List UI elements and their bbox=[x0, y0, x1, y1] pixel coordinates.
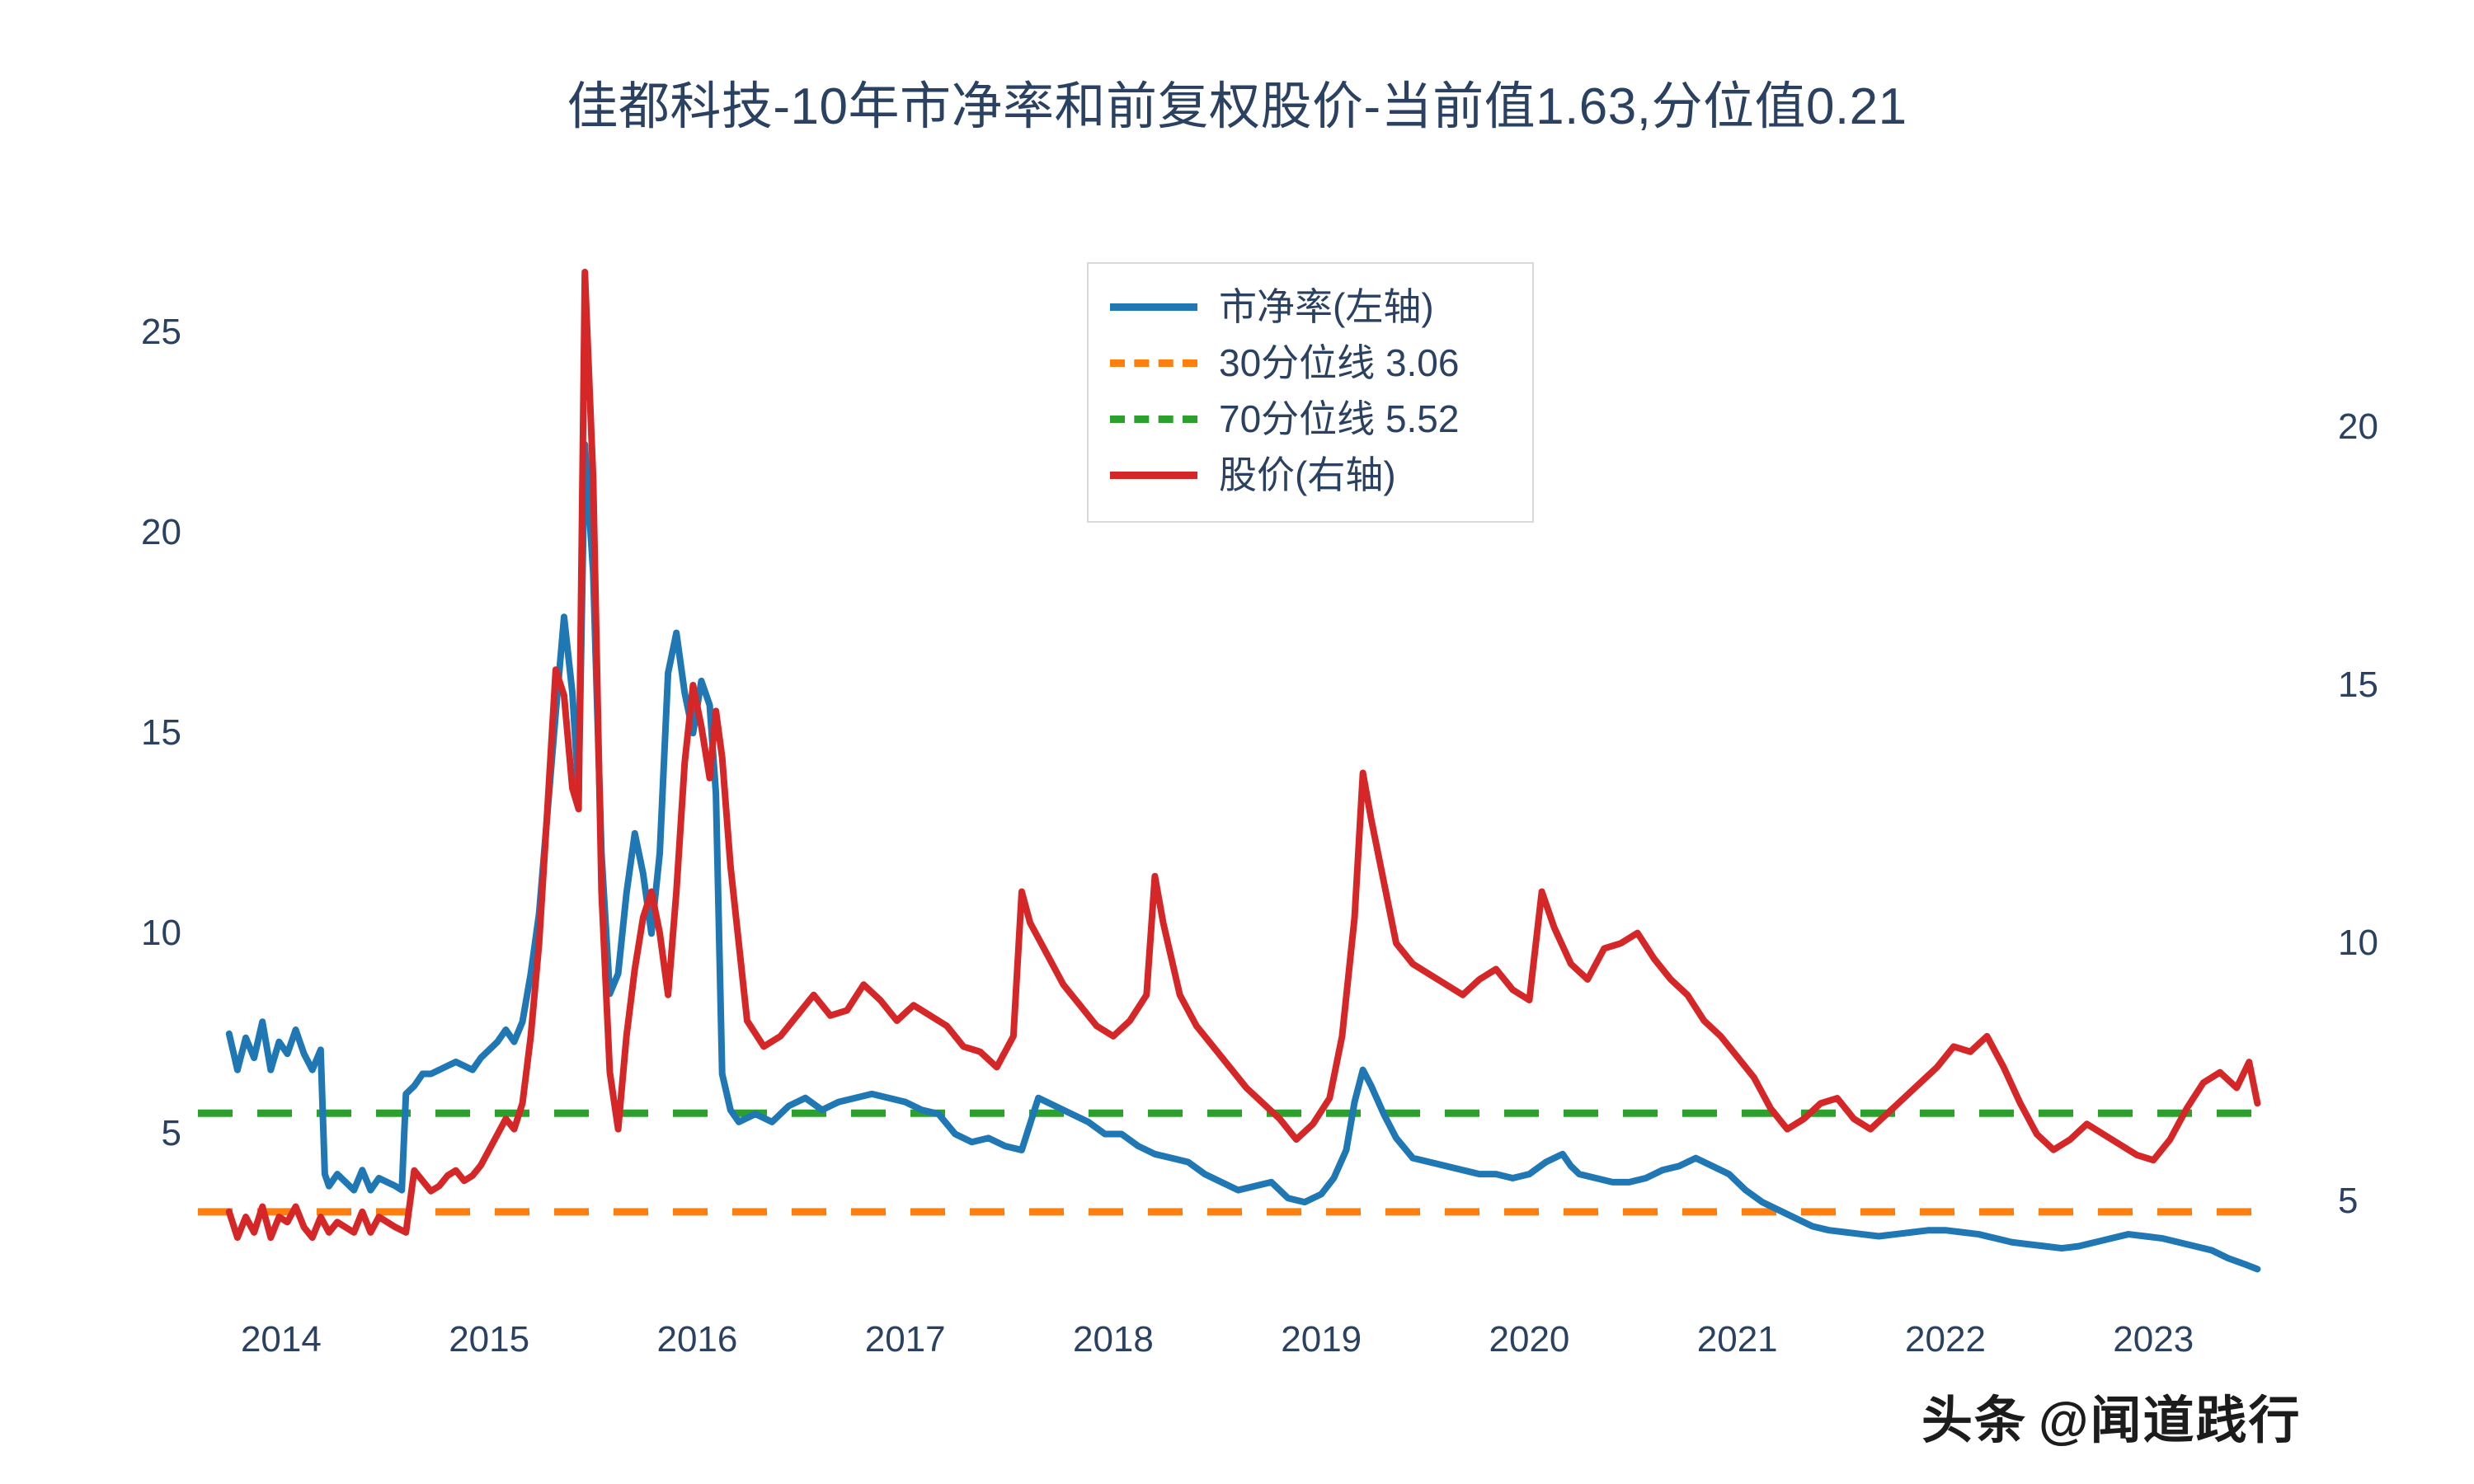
chart-legend: 市净率(左轴) 30分位线 3.06 70分位线 5.52 股价(右轴) bbox=[1087, 262, 1534, 523]
series-canvas bbox=[198, 269, 2268, 1273]
x-tick-2018: 2018 bbox=[1072, 1319, 1154, 1360]
x-tick-2017: 2017 bbox=[864, 1319, 946, 1360]
series-line-pb bbox=[225, 441, 2261, 1273]
y-tick-right-15: 15 bbox=[2338, 665, 2378, 705]
legend-item-2[interactable]: 70分位线 5.52 bbox=[1110, 391, 1511, 447]
legend-label: 70分位线 5.52 bbox=[1219, 397, 1460, 440]
x-tick-2014: 2014 bbox=[240, 1319, 322, 1360]
legend-item-3[interactable]: 股价(右轴) bbox=[1110, 447, 1511, 503]
x-tick-2015: 2015 bbox=[449, 1319, 530, 1360]
legend-label: 30分位线 3.06 bbox=[1219, 341, 1460, 384]
legend-swatch-icon bbox=[1110, 303, 1197, 311]
x-tick-2023: 2023 bbox=[2113, 1319, 2194, 1360]
x-tick-2019: 2019 bbox=[1281, 1319, 1362, 1360]
watermark-platform: 头条 bbox=[1921, 1392, 2028, 1449]
legend-swatch-icon bbox=[1110, 359, 1197, 367]
y-tick-right-5: 5 bbox=[2338, 1181, 2359, 1222]
legend-label: 市净率(左轴) bbox=[1219, 285, 1434, 328]
plot-area bbox=[198, 269, 2268, 1294]
y-tick-left-10: 10 bbox=[141, 913, 181, 954]
legend-item-1[interactable]: 30分位线 3.06 bbox=[1110, 335, 1511, 391]
y-tick-right-20: 20 bbox=[2338, 406, 2378, 447]
y-tick-left-20: 20 bbox=[141, 512, 181, 553]
x-tick-2020: 2020 bbox=[1489, 1319, 1570, 1360]
legend-label: 股价(右轴) bbox=[1219, 453, 1396, 496]
legend-swatch-icon bbox=[1110, 471, 1197, 479]
legend-swatch-icon bbox=[1110, 415, 1197, 423]
y-tick-left-25: 25 bbox=[141, 311, 181, 352]
x-tick-2016: 2016 bbox=[656, 1319, 738, 1360]
chart-title: 佳都科技-10年市净率和前复权股价-当前值1.63,分位值0.21 bbox=[567, 78, 1907, 135]
legend-item-0[interactable]: 市净率(左轴) bbox=[1110, 279, 1511, 335]
watermark-handle: @闻道践行 bbox=[2039, 1392, 2302, 1449]
y-tick-right-10: 10 bbox=[2338, 923, 2378, 964]
watermark: 头条 @闻道践行 bbox=[1921, 1378, 2301, 1453]
x-tick-2021: 2021 bbox=[1696, 1319, 1778, 1360]
y-tick-left-15: 15 bbox=[141, 712, 181, 754]
x-tick-2022: 2022 bbox=[1905, 1319, 1986, 1360]
series-line-price bbox=[225, 269, 2261, 1242]
y-tick-left-5: 5 bbox=[161, 1113, 181, 1154]
